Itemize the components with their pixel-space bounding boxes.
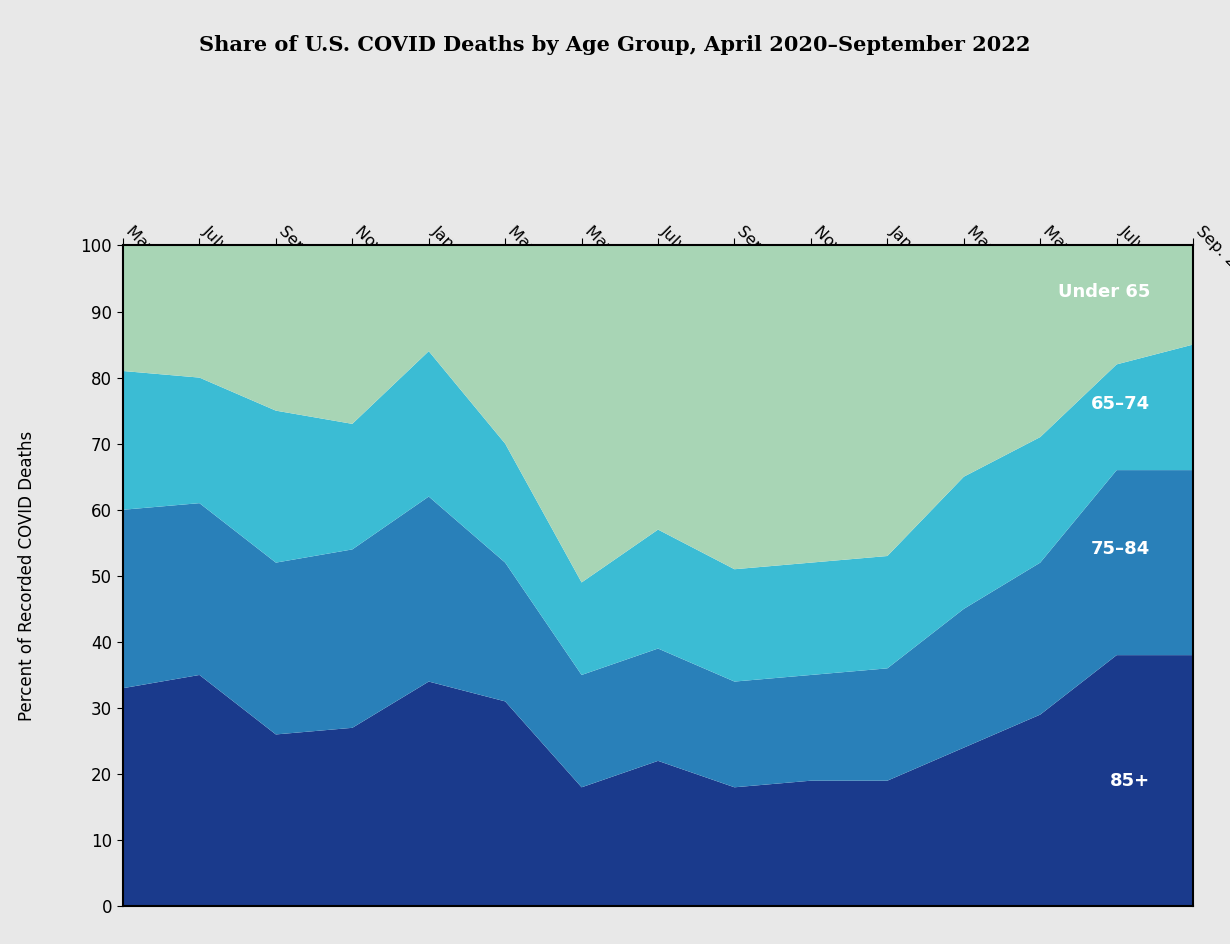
Text: 75–84: 75–84 (1091, 540, 1150, 559)
Text: 85+: 85+ (1111, 771, 1150, 790)
Text: Under 65: Under 65 (1058, 282, 1150, 301)
Text: Share of U.S. COVID Deaths by Age Group, April 2020–September 2022: Share of U.S. COVID Deaths by Age Group,… (199, 35, 1031, 56)
Text: 65–74: 65–74 (1091, 395, 1150, 413)
Text: Percent of Recorded COVID Deaths: Percent of Recorded COVID Deaths (18, 430, 36, 721)
